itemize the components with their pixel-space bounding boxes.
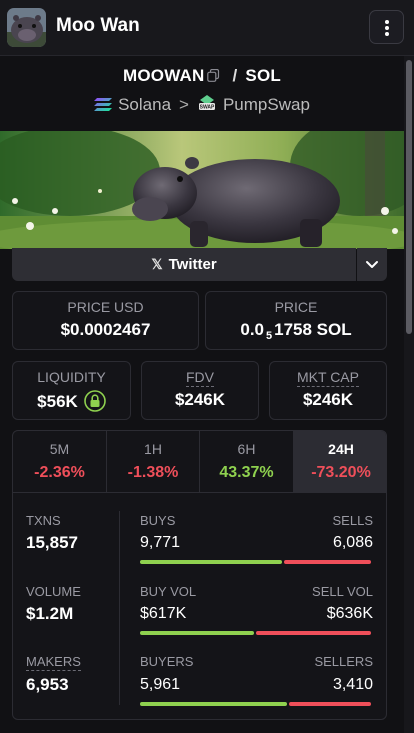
price-native-tail: 1758 SOL — [274, 320, 352, 339]
vertical-dots-icon-bottom — [385, 32, 389, 36]
twitter-button[interactable]: 𝕏 Twitter — [12, 248, 356, 281]
price-usd-label: PRICE USD — [67, 299, 144, 315]
pair-separator: / — [232, 66, 238, 85]
price-native-zero-count: 5 — [266, 330, 273, 342]
buyers-value: 5,961 — [140, 676, 181, 693]
liquidity-label: LIQUIDITY — [37, 369, 106, 385]
volume-value: $1.2M — [26, 604, 74, 623]
svg-text:SWAP: SWAP — [200, 105, 215, 111]
base-symbol: MOOWAN — [123, 66, 205, 85]
trade-stats: TXNS 15,857 VOLUME $1.2M MAKERS 6,953 BU… — [13, 493, 386, 719]
tab-24h-label: 24H — [328, 441, 354, 457]
buys-value: 9,771 — [140, 534, 181, 551]
buyers-label: BUYERS — [140, 654, 194, 669]
tab-1h-label: 1H — [144, 441, 162, 457]
sell-vol-value: $636K — [326, 605, 373, 622]
fdv-card: FDV $246K — [141, 361, 259, 420]
scrollbar-thumb[interactable] — [406, 60, 412, 334]
quote-symbol: SOL — [245, 66, 281, 85]
vertical-dots-icon-mid — [385, 26, 389, 30]
buy-vol-value: $617K — [140, 605, 187, 622]
fdv-label[interactable]: FDV — [142, 369, 258, 387]
chevron-down-icon — [366, 261, 378, 268]
tab-6h[interactable]: 6H 43.37% — [200, 431, 294, 492]
txns-value: 15,857 — [26, 533, 78, 552]
buy-vol-label: BUY VOL — [140, 584, 197, 599]
token-banner-image — [0, 131, 404, 249]
tab-5m[interactable]: 5M -2.36% — [13, 431, 107, 492]
price-native-value: 0.0 5 1758 SOL — [206, 320, 386, 342]
stats-panel: 5M -2.36% 1H -1.38% 6H 43.37% 24H -73.20… — [12, 430, 387, 720]
price-native-label: PRICE — [274, 299, 318, 315]
stats-divider — [119, 511, 120, 705]
price-usd-value: $0.0002467 — [60, 320, 151, 339]
sells-value: 6,086 — [332, 534, 373, 551]
copy-icon[interactable] — [207, 67, 220, 87]
buyers-bar — [140, 702, 287, 706]
price-native-lead: 0.0 — [240, 320, 264, 339]
tab-24h[interactable]: 24H -73.20% — [294, 431, 386, 492]
tab-6h-change: 43.37% — [219, 464, 274, 481]
tab-24h-change: -73.20% — [311, 464, 371, 481]
buys-label: BUYS — [140, 513, 176, 528]
pair-title: MOOWAN / SOL — [0, 66, 404, 87]
fdv-value: $246K — [174, 390, 226, 409]
sellers-value: 3,410 — [332, 676, 373, 693]
chevron-right-icon: > — [179, 94, 189, 114]
mktcap-card: MKT CAP $246K — [269, 361, 387, 420]
mktcap-value: $246K — [302, 390, 354, 409]
tab-6h-label: 6H — [237, 441, 256, 457]
socials-dropdown-button[interactable] — [357, 248, 387, 281]
mktcap-label[interactable]: MKT CAP — [270, 369, 386, 387]
app-title: Moo Wan — [56, 15, 140, 36]
lock-icon[interactable] — [84, 390, 106, 417]
tab-5m-change: -2.36% — [34, 464, 85, 481]
pumpswap-icon: SWAP — [197, 94, 223, 115]
sell-vol-label: SELL VOL — [312, 584, 373, 599]
buys-bar — [140, 560, 282, 564]
sellers-label: SELLERS — [314, 654, 373, 669]
makers-label[interactable]: MAKERS — [26, 654, 81, 671]
vertical-dots-icon — [385, 20, 389, 24]
twitter-label: Twitter — [168, 256, 217, 273]
buy-vol-bar — [140, 631, 254, 635]
tab-5m-label: 5M — [49, 441, 70, 457]
scrollbar-track[interactable] — [404, 56, 414, 733]
liquidity-value: $56K — [13, 390, 130, 417]
chain-breadcrumb: Solana > SWAP PumpSwap — [0, 94, 404, 115]
liquidity-card: LIQUIDITY $56K — [12, 361, 131, 420]
solana-icon — [94, 95, 118, 115]
token-avatar — [7, 8, 46, 47]
price-usd-card: PRICE USD $0.0002467 — [12, 291, 199, 350]
mktcap-label-text: MKT CAP — [297, 369, 359, 387]
x-logo-icon: 𝕏 — [151, 256, 163, 272]
timeframe-tabs: 5M -2.36% 1H -1.38% 6H 43.37% 24H -73.20… — [13, 431, 386, 493]
txns-label: TXNS — [26, 513, 61, 528]
sellers-bar — [289, 702, 371, 706]
top-bar: Moo Wan — [0, 0, 414, 56]
liquidity-amount: $56K — [37, 392, 78, 411]
volume-label: VOLUME — [26, 584, 81, 599]
sells-bar — [284, 560, 371, 564]
sell-vol-bar — [256, 631, 371, 635]
chain-name[interactable]: Solana — [118, 94, 172, 114]
tab-1h[interactable]: 1H -1.38% — [107, 431, 200, 492]
more-menu-button[interactable] — [369, 10, 404, 44]
sells-label: SELLS — [332, 513, 373, 528]
dex-name[interactable]: PumpSwap — [222, 94, 310, 114]
tab-1h-change: -1.38% — [127, 464, 179, 481]
fdv-label-text: FDV — [186, 369, 214, 387]
price-native-card: PRICE 0.0 5 1758 SOL — [205, 291, 387, 350]
makers-value: 6,953 — [26, 675, 69, 694]
